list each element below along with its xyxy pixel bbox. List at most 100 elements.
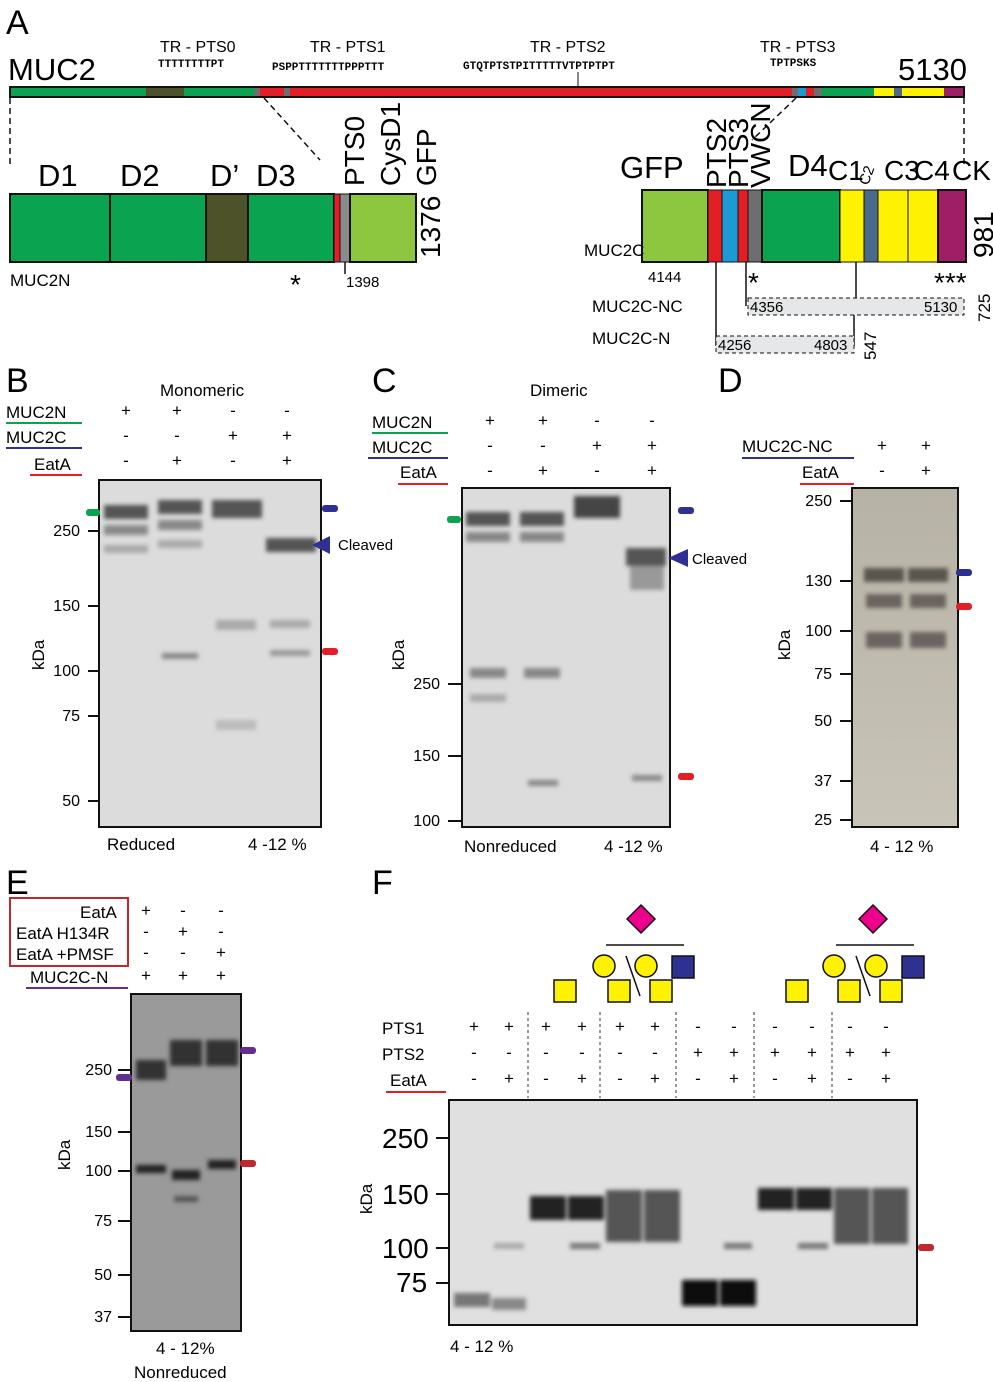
svg-text:-: -	[284, 401, 290, 420]
svg-text:100: 100	[382, 1233, 429, 1264]
svg-text:250: 250	[805, 493, 832, 510]
e-ylabel: kDa	[55, 1139, 74, 1170]
svg-text:+: +	[693, 1043, 703, 1062]
svg-text:+: +	[729, 1069, 739, 1088]
svg-text:-: -	[847, 1017, 853, 1036]
svg-text:+: +	[178, 922, 188, 941]
domain-pts0: PTS0	[339, 116, 370, 186]
svg-text:+: +	[178, 966, 188, 985]
c-marker-red	[678, 773, 694, 780]
nc-length: 725	[975, 294, 993, 322]
e-ticks: 250 150 100 75 50 37	[85, 1062, 131, 1326]
svg-text:100: 100	[85, 1163, 112, 1180]
domain-dprime: D’	[210, 158, 239, 193]
domain-pts3: PTS3	[723, 118, 754, 188]
domain-d1: D1	[38, 158, 78, 193]
b-marker-green	[86, 509, 100, 516]
f-ticks: 250 150 100 75	[382, 1123, 449, 1298]
f-gel	[448, 1099, 918, 1326]
muc2c-name: MUC2C	[584, 241, 644, 260]
nc-start: 4356	[750, 299, 783, 316]
muc2c-star: *	[748, 267, 759, 298]
svg-text:-: -	[230, 401, 236, 420]
muc2c-position: 4144	[648, 269, 681, 286]
svg-text:+: +	[592, 436, 602, 455]
c-footer-right: 4 -12 %	[604, 837, 663, 856]
panel-label-f: F	[372, 864, 393, 902]
c-footer-left: Nonreduced	[464, 837, 557, 856]
svg-text:-: -	[594, 411, 600, 430]
e-row-h134r: EatA H134R	[16, 924, 110, 943]
svg-text:+: +	[881, 1043, 891, 1062]
n2-end: 4803	[814, 337, 847, 354]
svg-text:-: -	[180, 943, 186, 962]
b-row-eata: EatA	[34, 455, 72, 474]
svg-text:+: +	[650, 1069, 660, 1088]
tr-seq-pts2: GTQTPTSTPITTTTTVTPTPTPT	[463, 61, 615, 73]
svg-text:-: -	[218, 922, 224, 941]
svg-text:-: -	[617, 1069, 623, 1088]
tr-seq-pts1: PSPPTTTTTTTPPPTTT	[272, 62, 385, 74]
svg-text:+: +	[282, 426, 292, 445]
c-marker-green	[447, 516, 461, 523]
b-cleaved-label: Cleaved	[338, 537, 393, 554]
svg-text:150: 150	[53, 598, 80, 615]
d-marker-blue	[956, 569, 972, 576]
svg-text:-: -	[123, 426, 129, 445]
e-marker-red	[240, 1160, 256, 1167]
gal-nac-square-1	[553, 979, 577, 1003]
svg-text:-: -	[218, 901, 224, 920]
muc2c-construct	[641, 189, 967, 263]
muc2n-star: *	[290, 269, 301, 300]
d-footer: 4 - 12 %	[870, 837, 933, 856]
domain-gfp-c: GFP	[620, 150, 684, 185]
muc2n-position: 1398	[346, 274, 379, 291]
svg-text:+: +	[172, 401, 182, 420]
svg-text:-: -	[883, 1017, 889, 1036]
svg-text:+: +	[845, 1043, 855, 1062]
nc-box	[747, 297, 965, 316]
f-row-pts2: PTS2	[382, 1045, 425, 1064]
svg-text:+: +	[807, 1043, 817, 1062]
n2-start: 4256	[718, 337, 751, 354]
c-cleaved-arrow	[668, 549, 688, 567]
b-footer-right: 4 -12 %	[248, 835, 307, 854]
d-gel	[851, 487, 959, 828]
sialic-diamond-2	[857, 903, 889, 935]
domain-d3: D3	[256, 158, 296, 193]
svg-text:75: 75	[94, 1213, 112, 1230]
muc2c-stars: ***	[934, 267, 967, 298]
domain-pts2: PTS2	[701, 118, 732, 188]
svg-text:+: +	[615, 1017, 625, 1036]
d-ylabel: kDa	[775, 629, 794, 660]
svg-text:+: +	[504, 1017, 514, 1036]
domain-cysd1: CysD1	[375, 102, 406, 186]
galactose-circle-1	[592, 954, 616, 978]
domain-d4: D4	[788, 148, 828, 183]
svg-text:+: +	[921, 436, 931, 455]
svg-text:130: 130	[805, 573, 832, 590]
c-row-muc2c: MUC2C	[372, 438, 432, 457]
b-ticks: 250 150 100 75 50	[53, 523, 99, 810]
b-signs: + + - - - - + + - + - +	[121, 401, 292, 470]
b-marker-blue	[322, 505, 338, 512]
svg-text:-: -	[543, 1069, 549, 1088]
b-ylabel: kDa	[29, 639, 48, 670]
tr-label-pts0: TR - PTS0	[160, 39, 236, 56]
svg-text:+: +	[228, 426, 238, 445]
e-condition-box	[9, 897, 129, 967]
muc2n-construct	[9, 193, 417, 263]
f-ylabel: kDa	[357, 1183, 376, 1214]
svg-text:150: 150	[85, 1124, 112, 1141]
c-cleaved-label: Cleaved	[692, 551, 747, 568]
svg-text:+: +	[141, 901, 151, 920]
b-gel	[98, 479, 322, 828]
svg-text:-: -	[879, 461, 885, 480]
n2-length: 547	[861, 332, 880, 360]
f-row-pts1: PTS1	[382, 1019, 425, 1038]
svg-text:-: -	[809, 1017, 815, 1036]
d-row-muc2cnc: MUC2C-NC	[742, 437, 833, 456]
svg-text:25: 25	[814, 812, 832, 829]
svg-text:-: -	[649, 411, 655, 430]
svg-text:50: 50	[94, 1267, 112, 1284]
